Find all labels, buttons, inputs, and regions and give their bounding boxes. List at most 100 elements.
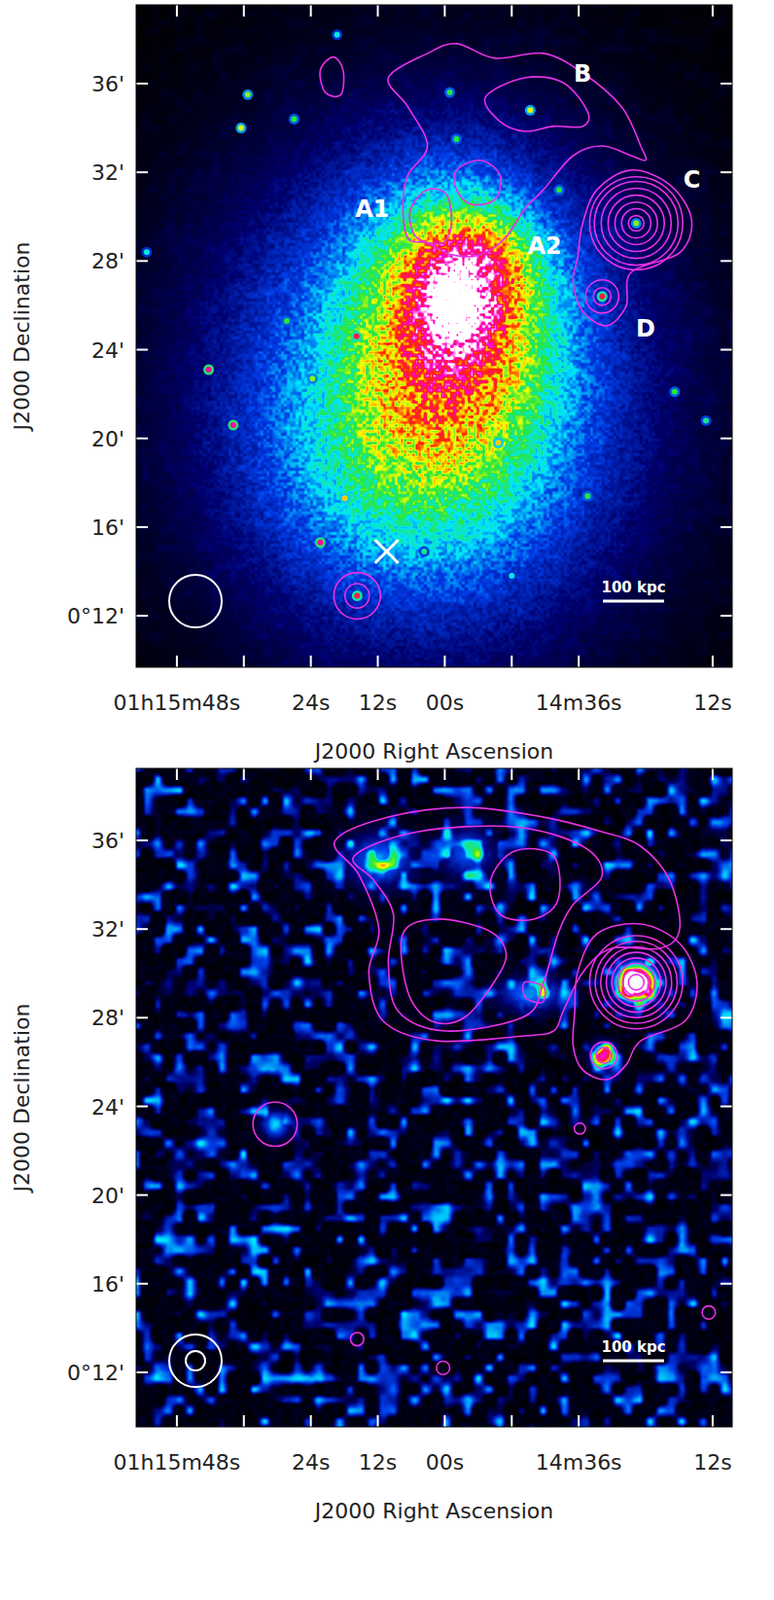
tick [136,1194,148,1197]
plot-area [136,4,733,668]
source-core [230,422,237,428]
x-axis-title: J2000 Right Ascension [313,1498,554,1523]
source-halo [315,536,326,548]
tick [136,1105,148,1108]
radio-contour-ring [589,935,683,1029]
radio-contour [352,825,603,1031]
radio-contour-ring [621,209,651,239]
tick [510,768,513,780]
source-halo [506,570,518,582]
radio-contour-ring [623,968,650,995]
beam [185,1350,206,1371]
tick [243,4,246,17]
plot-area [136,768,733,1427]
source-halo [281,315,292,326]
source-halo [288,113,300,125]
y-tick-label: 16' [91,515,125,540]
y-tick-label: 20' [91,426,125,452]
radio-contour-ring [606,951,668,1013]
tick [720,259,733,262]
point-source [492,437,504,449]
x-axis-title: J2000 Right Ascension [313,738,554,764]
radio-contour-ring [350,1332,364,1346]
point-source [288,113,300,125]
tick [136,526,148,528]
source-core [353,333,360,340]
radio-contour-ring [611,957,661,1007]
point-source [525,105,536,116]
point-source [281,315,292,326]
tick [443,4,446,17]
tick [443,768,446,780]
tick [510,4,513,17]
tick [377,768,380,780]
source-halo [351,590,363,601]
tick [136,1282,148,1285]
tick [136,927,148,930]
source-halo [701,415,712,426]
radio-contour-ring [589,176,683,271]
source-core [290,115,297,122]
x-tick-label: 01h15m48s [112,690,241,715]
point-source [203,364,214,376]
tick [310,768,313,780]
point-source [554,184,565,196]
scale-bar-label: 100 kpc [600,578,666,597]
y-tick-label: 24' [91,1094,125,1120]
source-core [245,91,251,98]
tick [711,655,714,668]
source-core [353,593,360,599]
panel: 100 kpc01h15m48s24s12s00s14m36s12s36'32'… [9,768,733,1523]
source-halo [140,246,152,258]
tick [175,655,178,668]
tick [175,1414,178,1427]
radio-contour-ring [585,280,619,314]
emission-image [136,4,733,668]
point-source [227,420,239,431]
source-core [598,293,605,300]
radio-contour [400,918,506,1024]
y-tick-label: 0°12' [67,1360,125,1385]
source-halo [203,364,214,376]
point-source [701,415,712,426]
point-source [315,536,326,548]
source-core [556,186,563,193]
region-label: B [573,60,592,88]
point-source [451,133,462,144]
radio-contour [409,188,452,245]
radio-contour [319,57,345,98]
point-source [582,490,594,501]
source-halo [492,437,504,449]
tick [443,1414,446,1427]
source-halo [235,122,247,134]
y-tick-label: 20' [91,1183,125,1208]
y-tick-label: 16' [91,1271,125,1297]
source-core [283,317,290,324]
radio-contour-ring [596,1047,612,1063]
tick [510,655,513,668]
source-halo [351,330,362,342]
radio-contour-ring [345,583,370,608]
source-halo [582,490,594,501]
tick [720,171,733,174]
source-core [309,375,316,382]
tick [443,655,446,668]
radio-contour-ring [594,180,678,265]
point-source [140,246,152,258]
source-core [508,572,515,579]
point-source [242,89,253,101]
radio-contour-ring [252,1101,298,1147]
radio-contour-ring [590,1041,617,1068]
source-halo [444,87,456,99]
x-tick-label: 01h15m48s [112,1449,241,1475]
y-tick-label: 36' [91,71,125,97]
y-axis-title: J2000 Declination [9,242,35,433]
point-source [419,545,430,557]
region-label: C [683,166,702,194]
tick [720,1016,733,1019]
radio-contour-ring [607,195,665,252]
source-core [447,89,454,96]
source-core [342,494,349,501]
x-tick-label: 12s [693,1449,732,1475]
point-source [668,386,680,397]
